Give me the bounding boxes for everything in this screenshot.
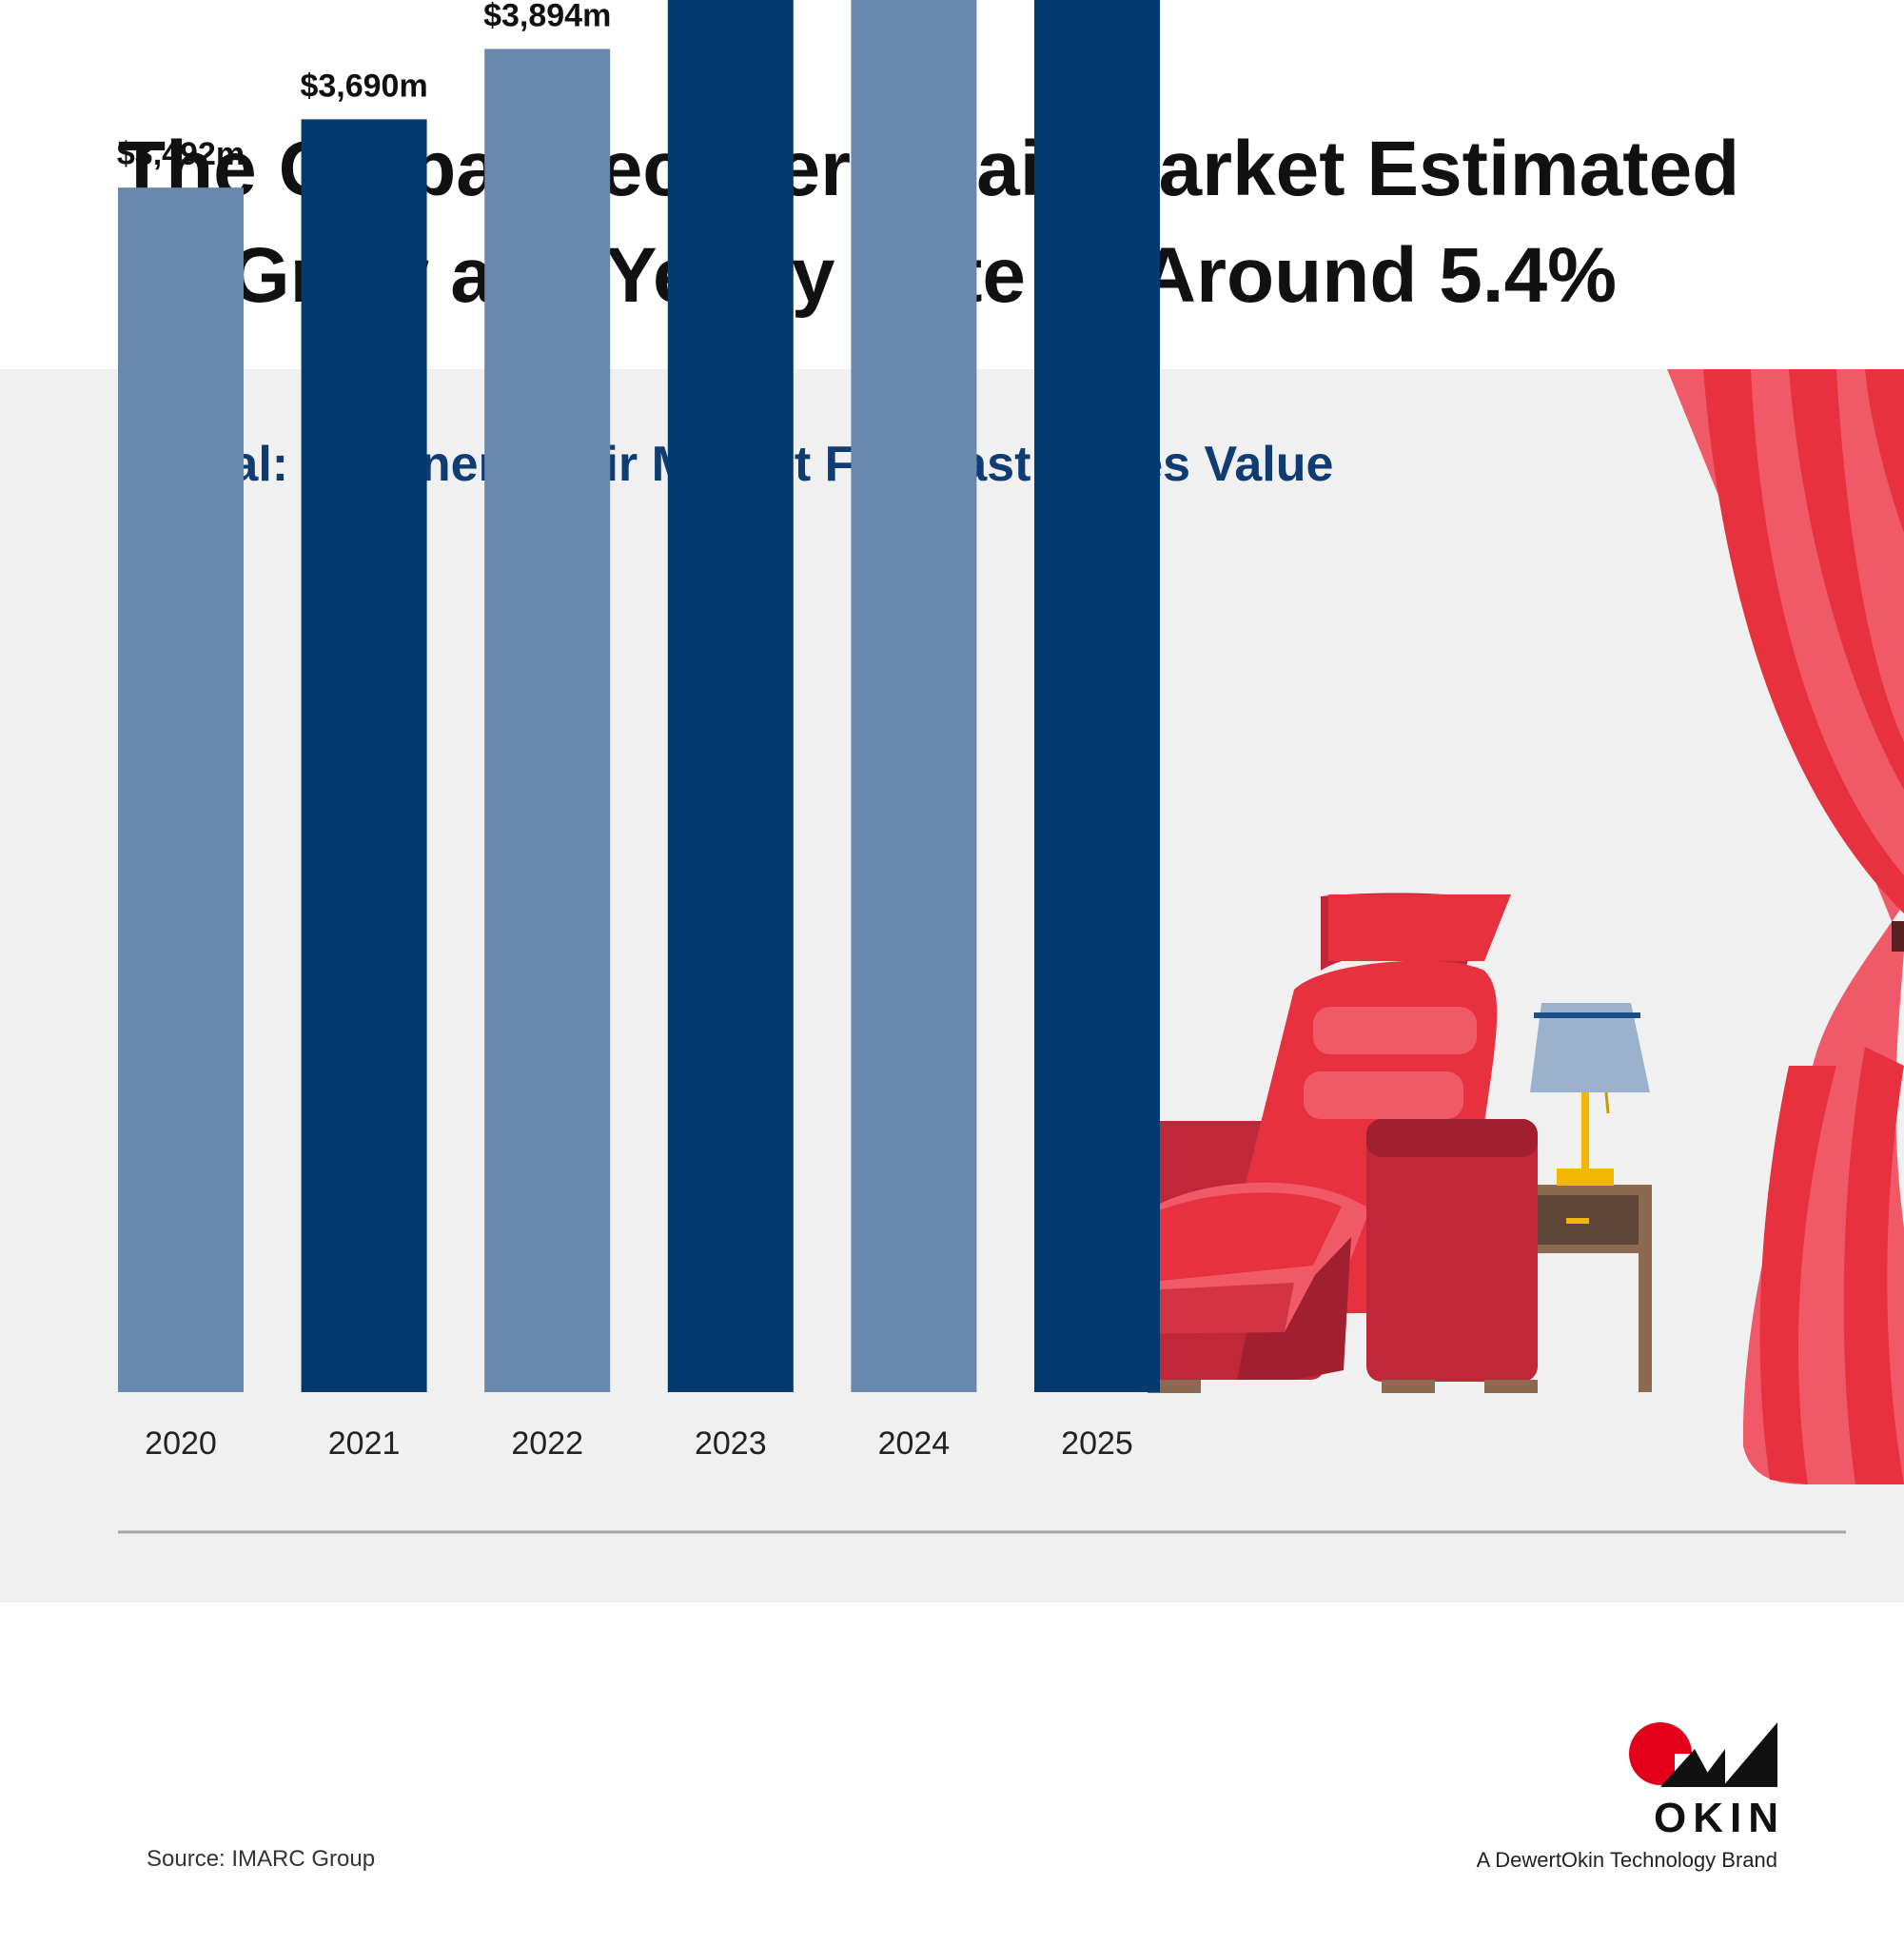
x-tick-label-2024: 2024 xyxy=(878,1425,951,1462)
data-label-2022: $3,894m xyxy=(483,0,611,33)
bar-2020 xyxy=(118,187,244,1392)
x-tick-label-2021: 2021 xyxy=(328,1425,401,1462)
brand-tagline: A DewertOkin Technology Brand xyxy=(1476,1848,1777,1872)
data-label-2021: $3,690m xyxy=(300,68,427,104)
okin-logo-icon xyxy=(1629,1722,1777,1787)
bar-2023 xyxy=(667,0,794,1393)
x-tick-label-2023: 2023 xyxy=(695,1425,767,1462)
x-tick-label-2022: 2022 xyxy=(511,1425,583,1462)
data-label-2020: $3,492m xyxy=(117,136,245,172)
bar-2022 xyxy=(484,49,611,1392)
x-tick-label-2025: 2025 xyxy=(1061,1425,1133,1462)
x-tick-label-2020: 2020 xyxy=(145,1425,217,1462)
footer-area xyxy=(29,1602,1904,1945)
lamp-icon xyxy=(1530,1003,1650,1186)
source-note: Source: IMARC Group xyxy=(147,1846,376,1872)
brand-name: OKIN xyxy=(1654,1795,1785,1841)
bar-2021 xyxy=(301,119,427,1392)
bar-2024 xyxy=(851,0,977,1392)
bar-2025 xyxy=(1034,0,1160,1393)
curtain-illustration xyxy=(1667,369,1904,1484)
